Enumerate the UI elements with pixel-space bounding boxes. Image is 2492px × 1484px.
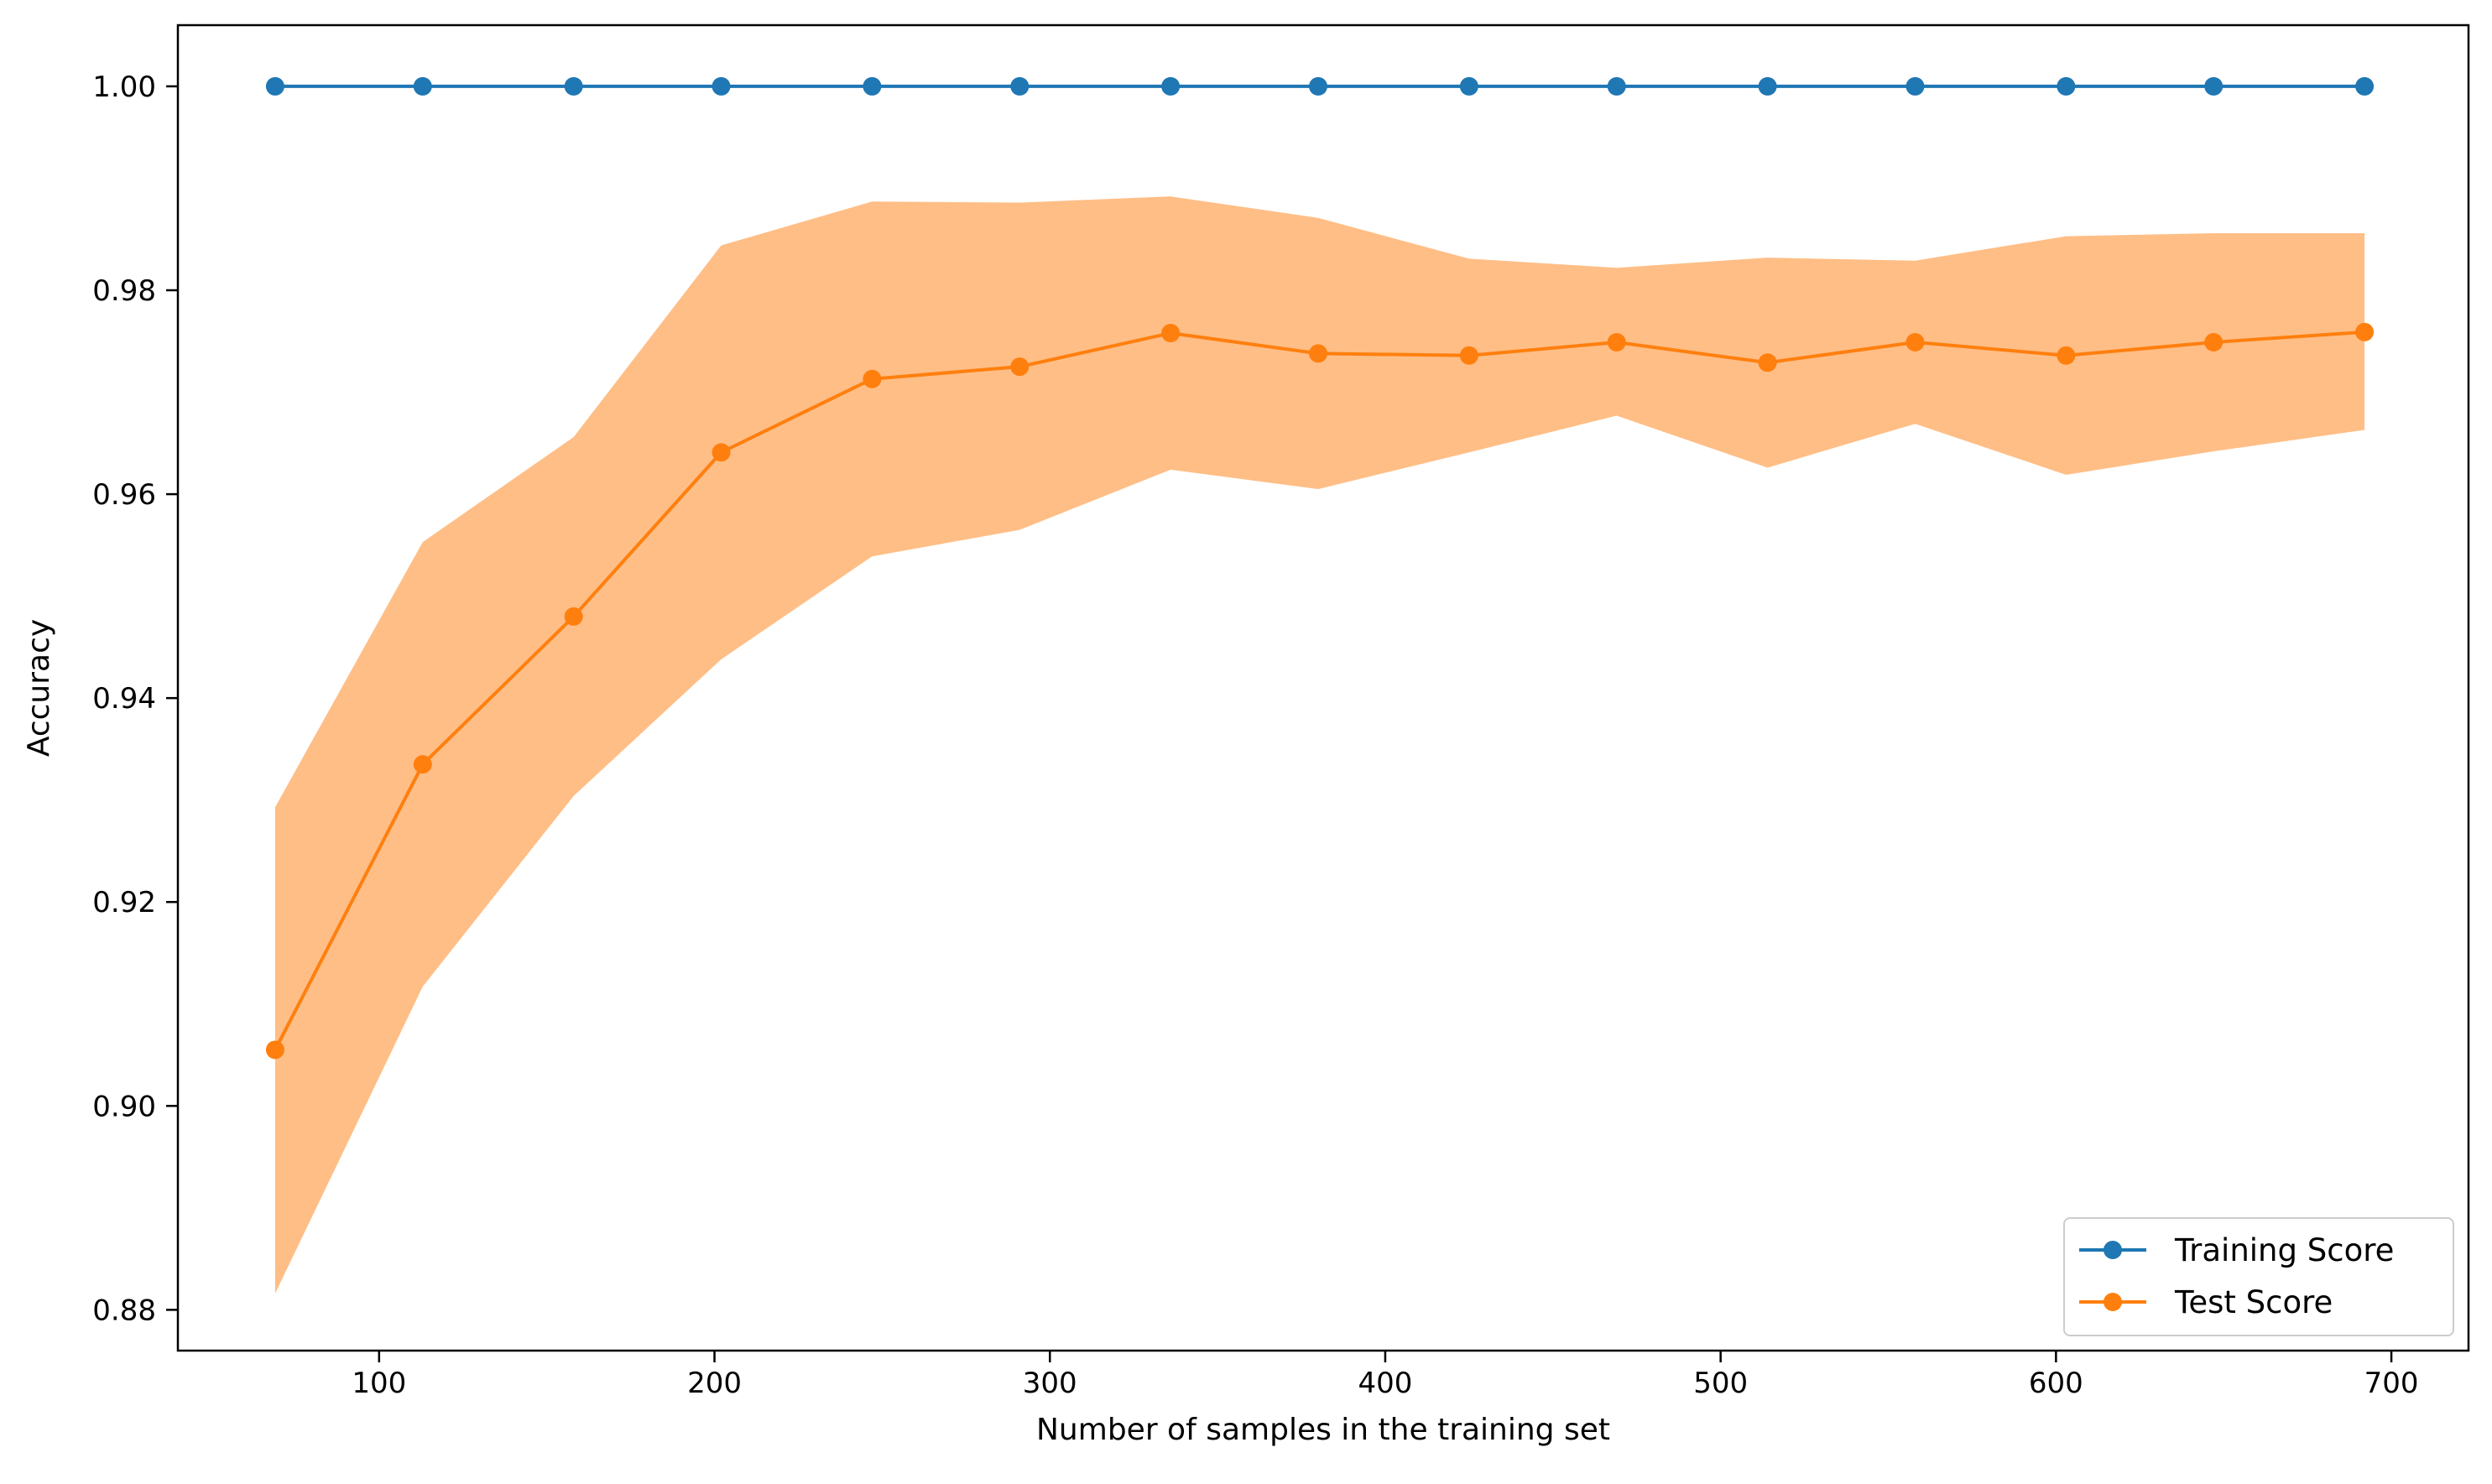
series-layer bbox=[265, 76, 2375, 1060]
x-tick-label: 600 bbox=[2029, 1367, 2083, 1400]
legend: Training Score Test Score bbox=[2063, 1217, 2454, 1336]
legend-label-test-score: Test Score bbox=[2174, 1284, 2333, 1320]
y-axis-ticks: 0.88 0.90 0.92 0.94 0.96 0.98 1.00 bbox=[92, 70, 178, 1327]
legend-marker-test-score bbox=[2104, 1293, 2122, 1311]
test-score-point bbox=[712, 443, 731, 462]
test-score-point bbox=[2204, 332, 2224, 351]
training-score-point bbox=[1905, 76, 1925, 96]
y-tick-label: 1.00 bbox=[92, 70, 156, 104]
y-tick-label: 0.90 bbox=[92, 1090, 156, 1123]
training-score-point bbox=[2204, 76, 2224, 96]
test-score-point bbox=[1010, 357, 1030, 377]
training-score-point bbox=[1161, 76, 1181, 96]
x-axis-ticks: 100 200 300 400 500 600 700 bbox=[352, 1351, 2419, 1400]
test-score-std-band bbox=[274, 196, 2365, 1294]
training-score-point bbox=[1309, 76, 1328, 96]
x-tick-label: 400 bbox=[1358, 1367, 1412, 1400]
test-score-point bbox=[1607, 332, 1626, 351]
y-tick-label: 0.98 bbox=[92, 274, 156, 308]
training-score-point bbox=[2355, 76, 2375, 96]
training-score-point bbox=[1758, 76, 1777, 96]
test-score-point bbox=[1459, 346, 1478, 365]
series-training-score bbox=[265, 76, 2375, 96]
x-tick-label: 100 bbox=[352, 1367, 406, 1400]
test-score-point bbox=[265, 1040, 284, 1060]
x-tick-label: 200 bbox=[687, 1367, 742, 1400]
training-score-point bbox=[2057, 76, 2076, 96]
training-score-point bbox=[265, 76, 284, 96]
y-tick-label: 0.88 bbox=[92, 1294, 156, 1327]
test-score-point bbox=[863, 369, 882, 388]
training-score-point bbox=[1607, 76, 1626, 96]
test-score-point bbox=[1905, 332, 1925, 351]
test-score-point bbox=[2355, 322, 2375, 341]
y-tick-label: 0.96 bbox=[92, 478, 156, 512]
training-score-point bbox=[413, 76, 432, 96]
training-score-point bbox=[564, 76, 583, 96]
plot-frame bbox=[176, 23, 2470, 1352]
test-score-point bbox=[564, 607, 583, 626]
training-score-point bbox=[1459, 76, 1478, 96]
test-score-point bbox=[1309, 344, 1328, 363]
legend-marker-training-score bbox=[2104, 1241, 2122, 1259]
legend-label-training-score: Training Score bbox=[2174, 1232, 2394, 1268]
test-score-band-layer bbox=[274, 196, 2365, 1294]
x-tick-label: 700 bbox=[2364, 1367, 2419, 1400]
y-axis-label: Accuracy bbox=[22, 619, 56, 757]
x-tick-label: 500 bbox=[1693, 1367, 1748, 1400]
x-axis-label: Number of samples in the training set bbox=[1036, 1413, 1610, 1447]
training-score-point bbox=[863, 76, 882, 96]
test-score-point bbox=[2057, 346, 2076, 365]
series-test-score bbox=[265, 322, 2375, 1060]
y-tick-label: 0.94 bbox=[92, 682, 156, 716]
test-score-point bbox=[1161, 324, 1181, 343]
x-tick-label: 300 bbox=[1023, 1367, 1077, 1400]
y-tick-label: 0.92 bbox=[92, 886, 156, 919]
training-score-point bbox=[1010, 76, 1030, 96]
test-score-point bbox=[413, 755, 432, 774]
training-score-point bbox=[712, 76, 731, 96]
test-score-point bbox=[1758, 353, 1777, 372]
legend-box bbox=[2063, 1217, 2454, 1336]
